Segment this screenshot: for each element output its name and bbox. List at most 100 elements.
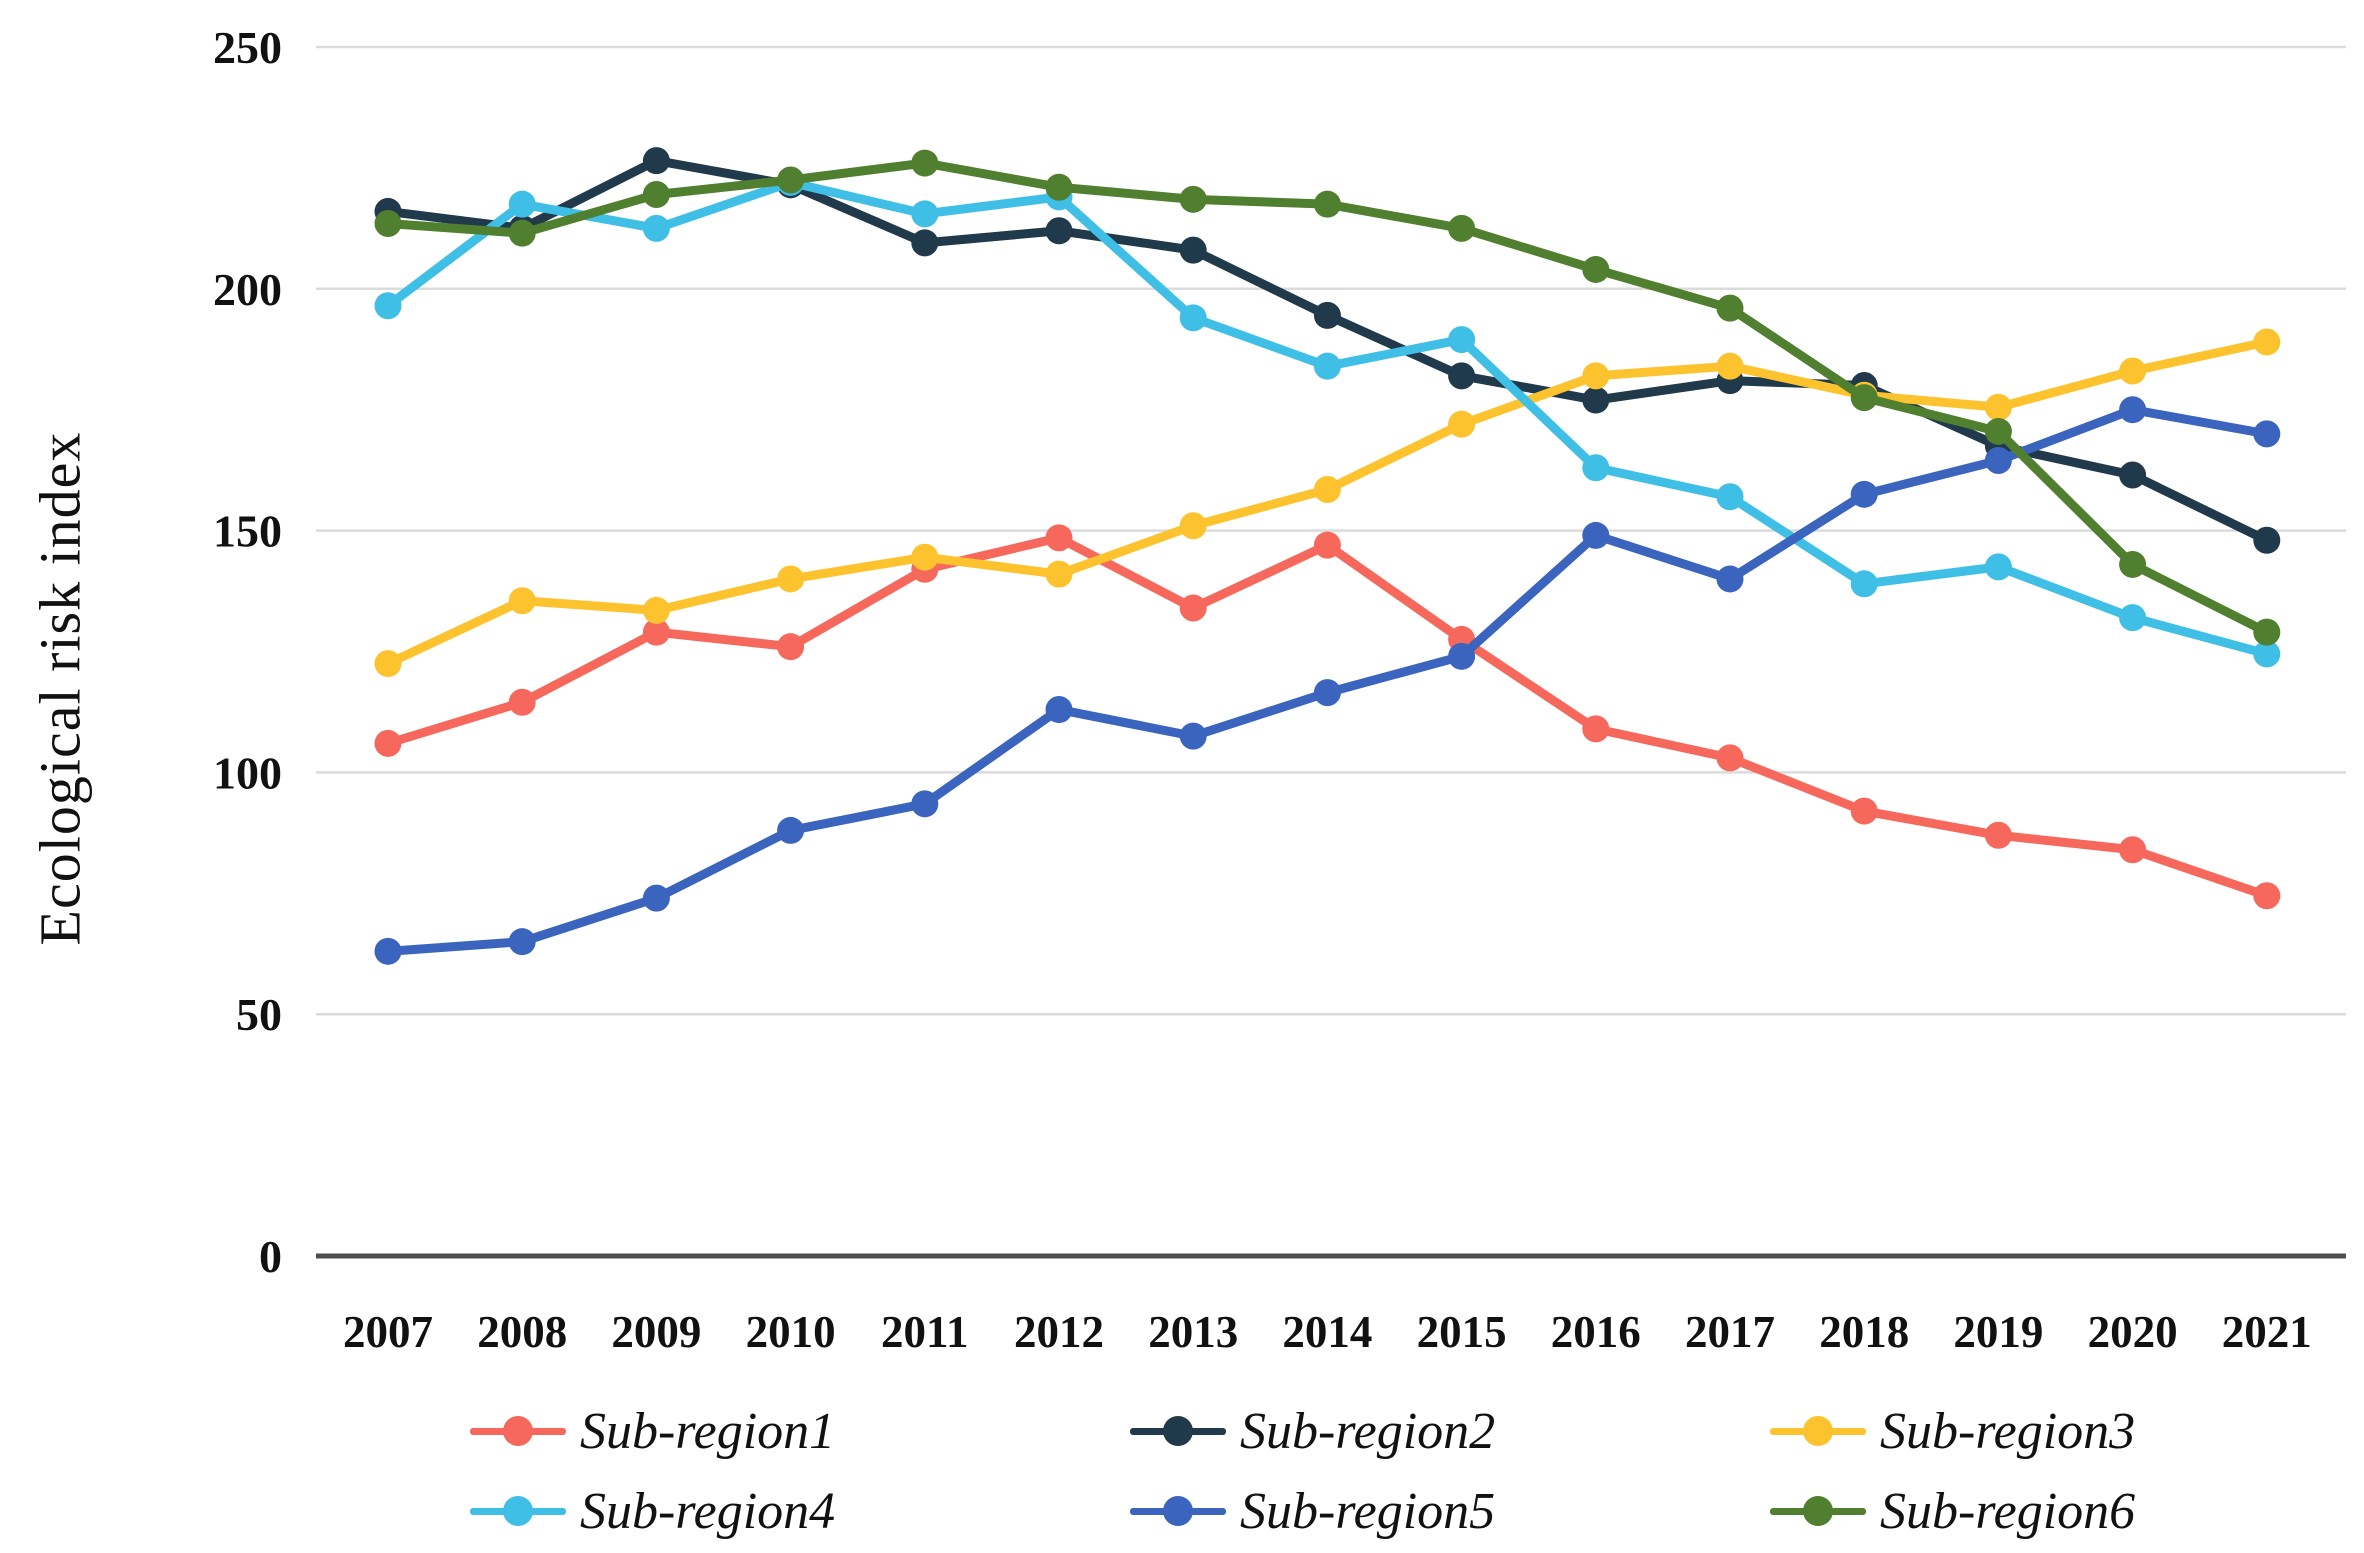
marker-Sub-region5-2016 bbox=[1582, 521, 1610, 549]
marker-Sub-region4-2014 bbox=[1313, 352, 1341, 380]
marker-Sub-region5-2015 bbox=[1448, 642, 1476, 670]
marker-Sub-region1-2018 bbox=[1850, 797, 1878, 825]
legend-line-icon bbox=[1770, 1496, 1866, 1526]
marker-Sub-region1-2021 bbox=[2253, 882, 2281, 910]
marker-Sub-region5-2008 bbox=[508, 928, 536, 956]
marker-Sub-region3-2014 bbox=[1313, 475, 1341, 503]
marker-Sub-region6-2010 bbox=[777, 166, 805, 194]
marker-Sub-region1-2010 bbox=[777, 633, 805, 661]
x-tick-label-2021: 2021 bbox=[2222, 1307, 2312, 1357]
legend-line-icon bbox=[470, 1416, 566, 1446]
marker-Sub-region1-2017 bbox=[1716, 744, 1744, 772]
x-tick-label-2007: 2007 bbox=[343, 1307, 433, 1357]
marker-Sub-region6-2021 bbox=[2253, 618, 2281, 646]
x-tick-label-2014: 2014 bbox=[1282, 1307, 1372, 1357]
x-tick-label-2017: 2017 bbox=[1685, 1307, 1775, 1357]
legend: Sub-region1 Sub-region2 Sub-region3 Sub-… bbox=[470, 1398, 2330, 1544]
marker-Sub-region5-2014 bbox=[1313, 679, 1341, 707]
marker-Sub-region4-2021 bbox=[2253, 640, 2281, 668]
y-tick-label-200: 200 bbox=[213, 264, 282, 315]
legend-label: Sub-region6 bbox=[1880, 1482, 2136, 1540]
marker-Sub-region5-2012 bbox=[1045, 696, 1073, 724]
marker-Sub-region6-2017 bbox=[1716, 294, 1744, 322]
marker-Sub-region1-2012 bbox=[1045, 524, 1073, 552]
marker-Sub-region4-2017 bbox=[1716, 483, 1744, 511]
legend-dot-icon bbox=[503, 1416, 533, 1446]
legend-item-sub-region3: Sub-region3 bbox=[1770, 1398, 2330, 1464]
y-tick-label-0: 0 bbox=[259, 1231, 282, 1282]
marker-Sub-region5-2018 bbox=[1850, 480, 1878, 508]
x-tick-label-2019: 2019 bbox=[1953, 1307, 2043, 1357]
x-tick-label-2008: 2008 bbox=[477, 1307, 567, 1357]
marker-Sub-region6-2019 bbox=[1984, 417, 2012, 445]
y-tick-label-150: 150 bbox=[213, 506, 282, 557]
series-line-Sub-region6 bbox=[383, 158, 2272, 637]
marker-Sub-region3-2015 bbox=[1448, 410, 1476, 438]
legend-item-sub-region5: Sub-region5 bbox=[1130, 1478, 1770, 1544]
x-tick-label-2016: 2016 bbox=[1551, 1307, 1641, 1357]
marker-Sub-region4-2018 bbox=[1850, 570, 1878, 598]
marker-Sub-region4-2019 bbox=[1984, 553, 2012, 581]
legend-label: Sub-region2 bbox=[1240, 1402, 1496, 1460]
x-tick-label-2011: 2011 bbox=[881, 1307, 969, 1357]
x-tick-label-2013: 2013 bbox=[1148, 1307, 1238, 1357]
marker-Sub-region1-2014 bbox=[1313, 531, 1341, 559]
marker-Sub-region2-2014 bbox=[1313, 301, 1341, 329]
x-tick-label-2020: 2020 bbox=[2088, 1307, 2178, 1357]
marker-Sub-region5-2017 bbox=[1716, 565, 1744, 593]
marker-Sub-region1-2016 bbox=[1582, 715, 1610, 743]
marker-Sub-region5-2020 bbox=[2119, 396, 2147, 424]
marker-Sub-region1-2020 bbox=[2119, 836, 2147, 864]
marker-Sub-region4-2015 bbox=[1448, 326, 1476, 354]
marker-Sub-region1-2008 bbox=[508, 688, 536, 716]
marker-Sub-region2-2011 bbox=[911, 229, 939, 257]
marker-Sub-region2-2009 bbox=[642, 147, 670, 175]
marker-Sub-region4-2011 bbox=[911, 200, 939, 228]
legend-label: Sub-region4 bbox=[580, 1482, 836, 1540]
y-axis-title: Ecological risk index bbox=[27, 431, 93, 946]
legend-dot-icon bbox=[1163, 1496, 1193, 1526]
x-tick-label-2018: 2018 bbox=[1819, 1307, 1909, 1357]
marker-Sub-region1-2013 bbox=[1179, 594, 1207, 622]
marker-Sub-region6-2016 bbox=[1582, 255, 1610, 283]
marker-Sub-region5-2010 bbox=[777, 816, 805, 844]
marker-Sub-region6-2007 bbox=[374, 210, 402, 238]
marker-Sub-region6-2015 bbox=[1448, 214, 1476, 242]
legend-dot-icon bbox=[1803, 1416, 1833, 1446]
marker-Sub-region6-2014 bbox=[1313, 190, 1341, 218]
marker-Sub-region5-2009 bbox=[642, 884, 670, 912]
marker-Sub-region3-2010 bbox=[777, 565, 805, 593]
marker-Sub-region4-2007 bbox=[374, 292, 402, 320]
marker-Sub-region3-2021 bbox=[2253, 328, 2281, 356]
marker-Sub-region3-2020 bbox=[2119, 357, 2147, 385]
marker-Sub-region6-2020 bbox=[2119, 550, 2147, 578]
marker-Sub-region3-2017 bbox=[1716, 352, 1744, 380]
marker-Sub-region3-2012 bbox=[1045, 560, 1073, 588]
series-line-Sub-region1 bbox=[383, 533, 2272, 901]
legend-item-sub-region4: Sub-region4 bbox=[470, 1478, 1130, 1544]
marker-Sub-region3-2009 bbox=[642, 596, 670, 624]
marker-Sub-region4-2016 bbox=[1582, 454, 1610, 482]
marker-Sub-region6-2008 bbox=[508, 219, 536, 247]
legend-dot-icon bbox=[1803, 1496, 1833, 1526]
marker-Sub-region4-2020 bbox=[2119, 604, 2147, 632]
marker-Sub-region3-2011 bbox=[911, 543, 939, 571]
legend-line-icon bbox=[1770, 1416, 1866, 1446]
legend-label: Sub-region5 bbox=[1240, 1482, 1496, 1540]
legend-line-icon bbox=[1130, 1416, 1226, 1446]
marker-Sub-region2-2016 bbox=[1582, 386, 1610, 414]
x-tick-label-2010: 2010 bbox=[746, 1307, 836, 1357]
legend-item-sub-region1: Sub-region1 bbox=[470, 1398, 1130, 1464]
marker-Sub-region5-2013 bbox=[1179, 722, 1207, 750]
marker-Sub-region4-2009 bbox=[642, 214, 670, 242]
marker-Sub-region3-2013 bbox=[1179, 512, 1207, 540]
marker-Sub-region1-2009 bbox=[642, 618, 670, 646]
marker-Sub-region6-2011 bbox=[911, 149, 939, 177]
marker-Sub-region4-2008 bbox=[508, 190, 536, 218]
x-tick-label-2012: 2012 bbox=[1014, 1307, 1104, 1357]
marker-Sub-region2-2012 bbox=[1045, 217, 1073, 245]
marker-Sub-region4-2013 bbox=[1179, 304, 1207, 332]
marker-Sub-region6-2012 bbox=[1045, 173, 1073, 201]
